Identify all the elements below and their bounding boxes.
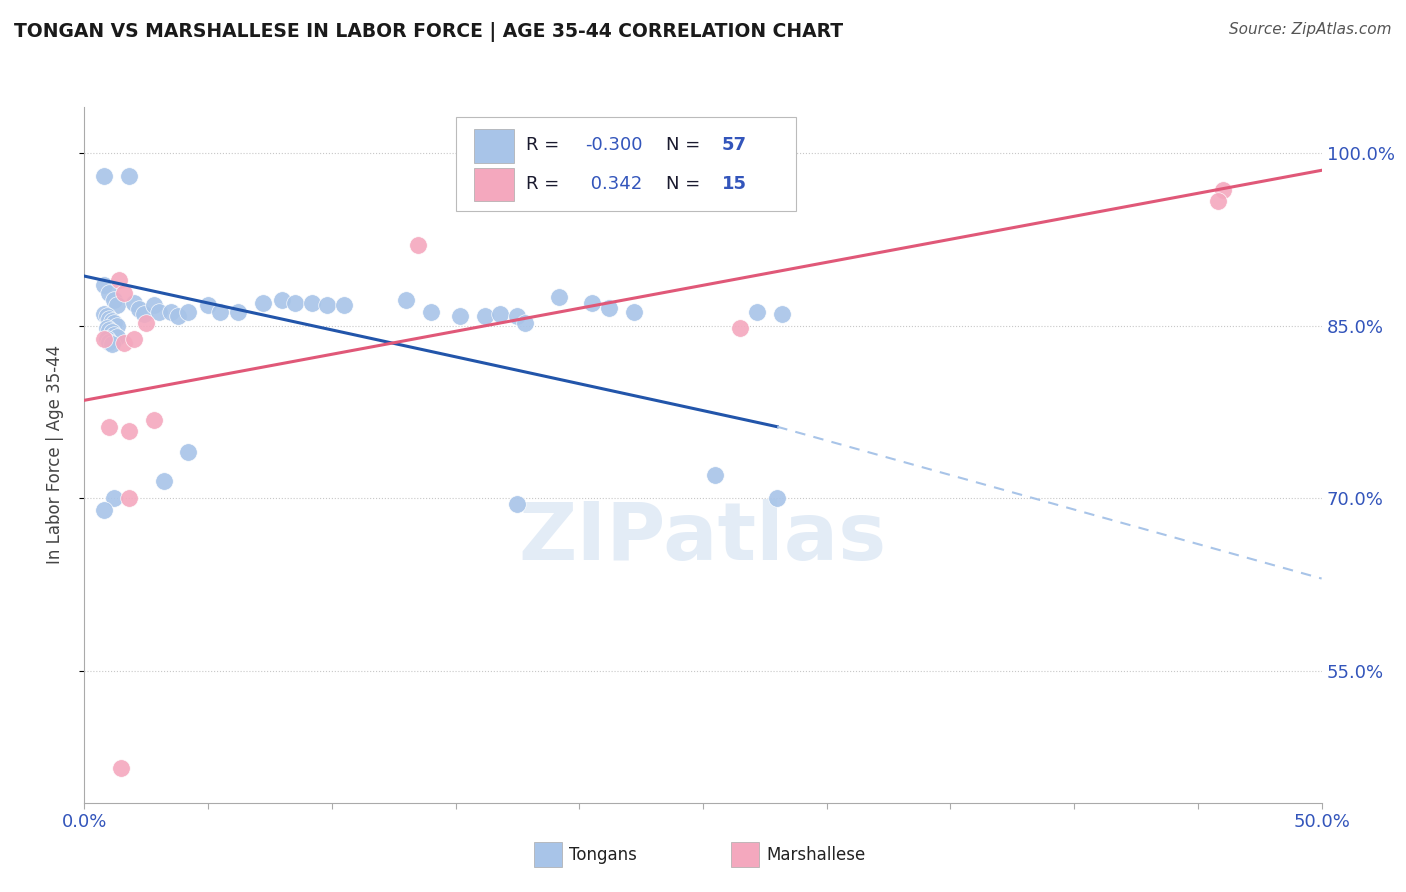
- Point: [96, 321, 118, 335]
- Point: [148, 304, 170, 318]
- Text: R =: R =: [526, 136, 565, 154]
- Point: [728, 321, 751, 335]
- Bar: [474, 129, 513, 162]
- Text: -0.300: -0.300: [585, 136, 643, 154]
- Point: [252, 295, 274, 310]
- Point: [770, 307, 793, 321]
- Point: [98, 334, 121, 349]
- Point: [103, 491, 125, 505]
- Point: [110, 761, 132, 775]
- Point: [167, 310, 190, 324]
- Point: [132, 307, 155, 321]
- Point: [122, 295, 145, 310]
- Text: 0.342: 0.342: [585, 175, 643, 193]
- Point: [506, 497, 529, 511]
- Bar: [474, 168, 513, 201]
- Point: [704, 468, 727, 483]
- Point: [96, 332, 118, 346]
- Point: [93, 502, 115, 516]
- Point: [419, 304, 441, 318]
- Point: [142, 413, 165, 427]
- Point: [177, 304, 200, 318]
- Point: [122, 332, 145, 346]
- Point: [284, 295, 307, 310]
- Point: [93, 307, 115, 321]
- Point: [450, 310, 472, 324]
- Point: [118, 169, 141, 183]
- Point: [506, 310, 529, 324]
- Point: [100, 326, 122, 340]
- Point: [100, 337, 122, 351]
- Point: [108, 272, 131, 286]
- Point: [160, 304, 183, 318]
- Point: [93, 332, 115, 346]
- Point: [105, 330, 128, 344]
- Text: 57: 57: [721, 136, 747, 154]
- Point: [98, 311, 121, 326]
- Point: [105, 318, 128, 333]
- Point: [1212, 183, 1234, 197]
- Text: TONGAN VS MARSHALLESE IN LABOR FORCE | AGE 35-44 CORRELATION CHART: TONGAN VS MARSHALLESE IN LABOR FORCE | A…: [14, 22, 844, 42]
- Text: Tongans: Tongans: [569, 846, 637, 863]
- Point: [103, 327, 125, 342]
- FancyBboxPatch shape: [456, 118, 796, 211]
- Point: [271, 293, 294, 308]
- Point: [135, 316, 157, 330]
- Point: [548, 290, 571, 304]
- Text: Source: ZipAtlas.com: Source: ZipAtlas.com: [1229, 22, 1392, 37]
- Text: ZIPatlas: ZIPatlas: [519, 500, 887, 577]
- Point: [513, 316, 536, 330]
- Point: [333, 298, 356, 312]
- Point: [581, 295, 603, 310]
- Text: R =: R =: [526, 175, 565, 193]
- Point: [96, 310, 118, 324]
- Point: [118, 491, 141, 505]
- Point: [474, 310, 496, 324]
- Point: [598, 301, 620, 316]
- Point: [489, 307, 512, 321]
- Point: [100, 314, 122, 328]
- Point: [98, 419, 121, 434]
- Point: [103, 293, 125, 308]
- Point: [1206, 194, 1229, 209]
- Text: N =: N =: [666, 136, 706, 154]
- Point: [177, 445, 200, 459]
- Point: [766, 491, 789, 505]
- Point: [112, 286, 135, 301]
- Point: [315, 298, 337, 312]
- Text: N =: N =: [666, 175, 706, 193]
- Point: [623, 304, 645, 318]
- Point: [197, 298, 219, 312]
- Point: [142, 298, 165, 312]
- Point: [128, 302, 150, 317]
- Point: [408, 238, 430, 252]
- Point: [103, 316, 125, 330]
- Point: [93, 278, 115, 293]
- Point: [98, 286, 121, 301]
- Text: Marshallese: Marshallese: [766, 846, 866, 863]
- Point: [226, 304, 249, 318]
- Point: [395, 293, 418, 308]
- Y-axis label: In Labor Force | Age 35-44: In Labor Force | Age 35-44: [45, 345, 63, 565]
- Point: [152, 474, 174, 488]
- Text: 15: 15: [721, 175, 747, 193]
- Point: [105, 298, 128, 312]
- Point: [118, 425, 141, 439]
- Point: [301, 295, 323, 310]
- Point: [112, 335, 135, 350]
- Point: [98, 323, 121, 337]
- Point: [747, 304, 769, 318]
- Point: [209, 304, 232, 318]
- Point: [93, 169, 115, 183]
